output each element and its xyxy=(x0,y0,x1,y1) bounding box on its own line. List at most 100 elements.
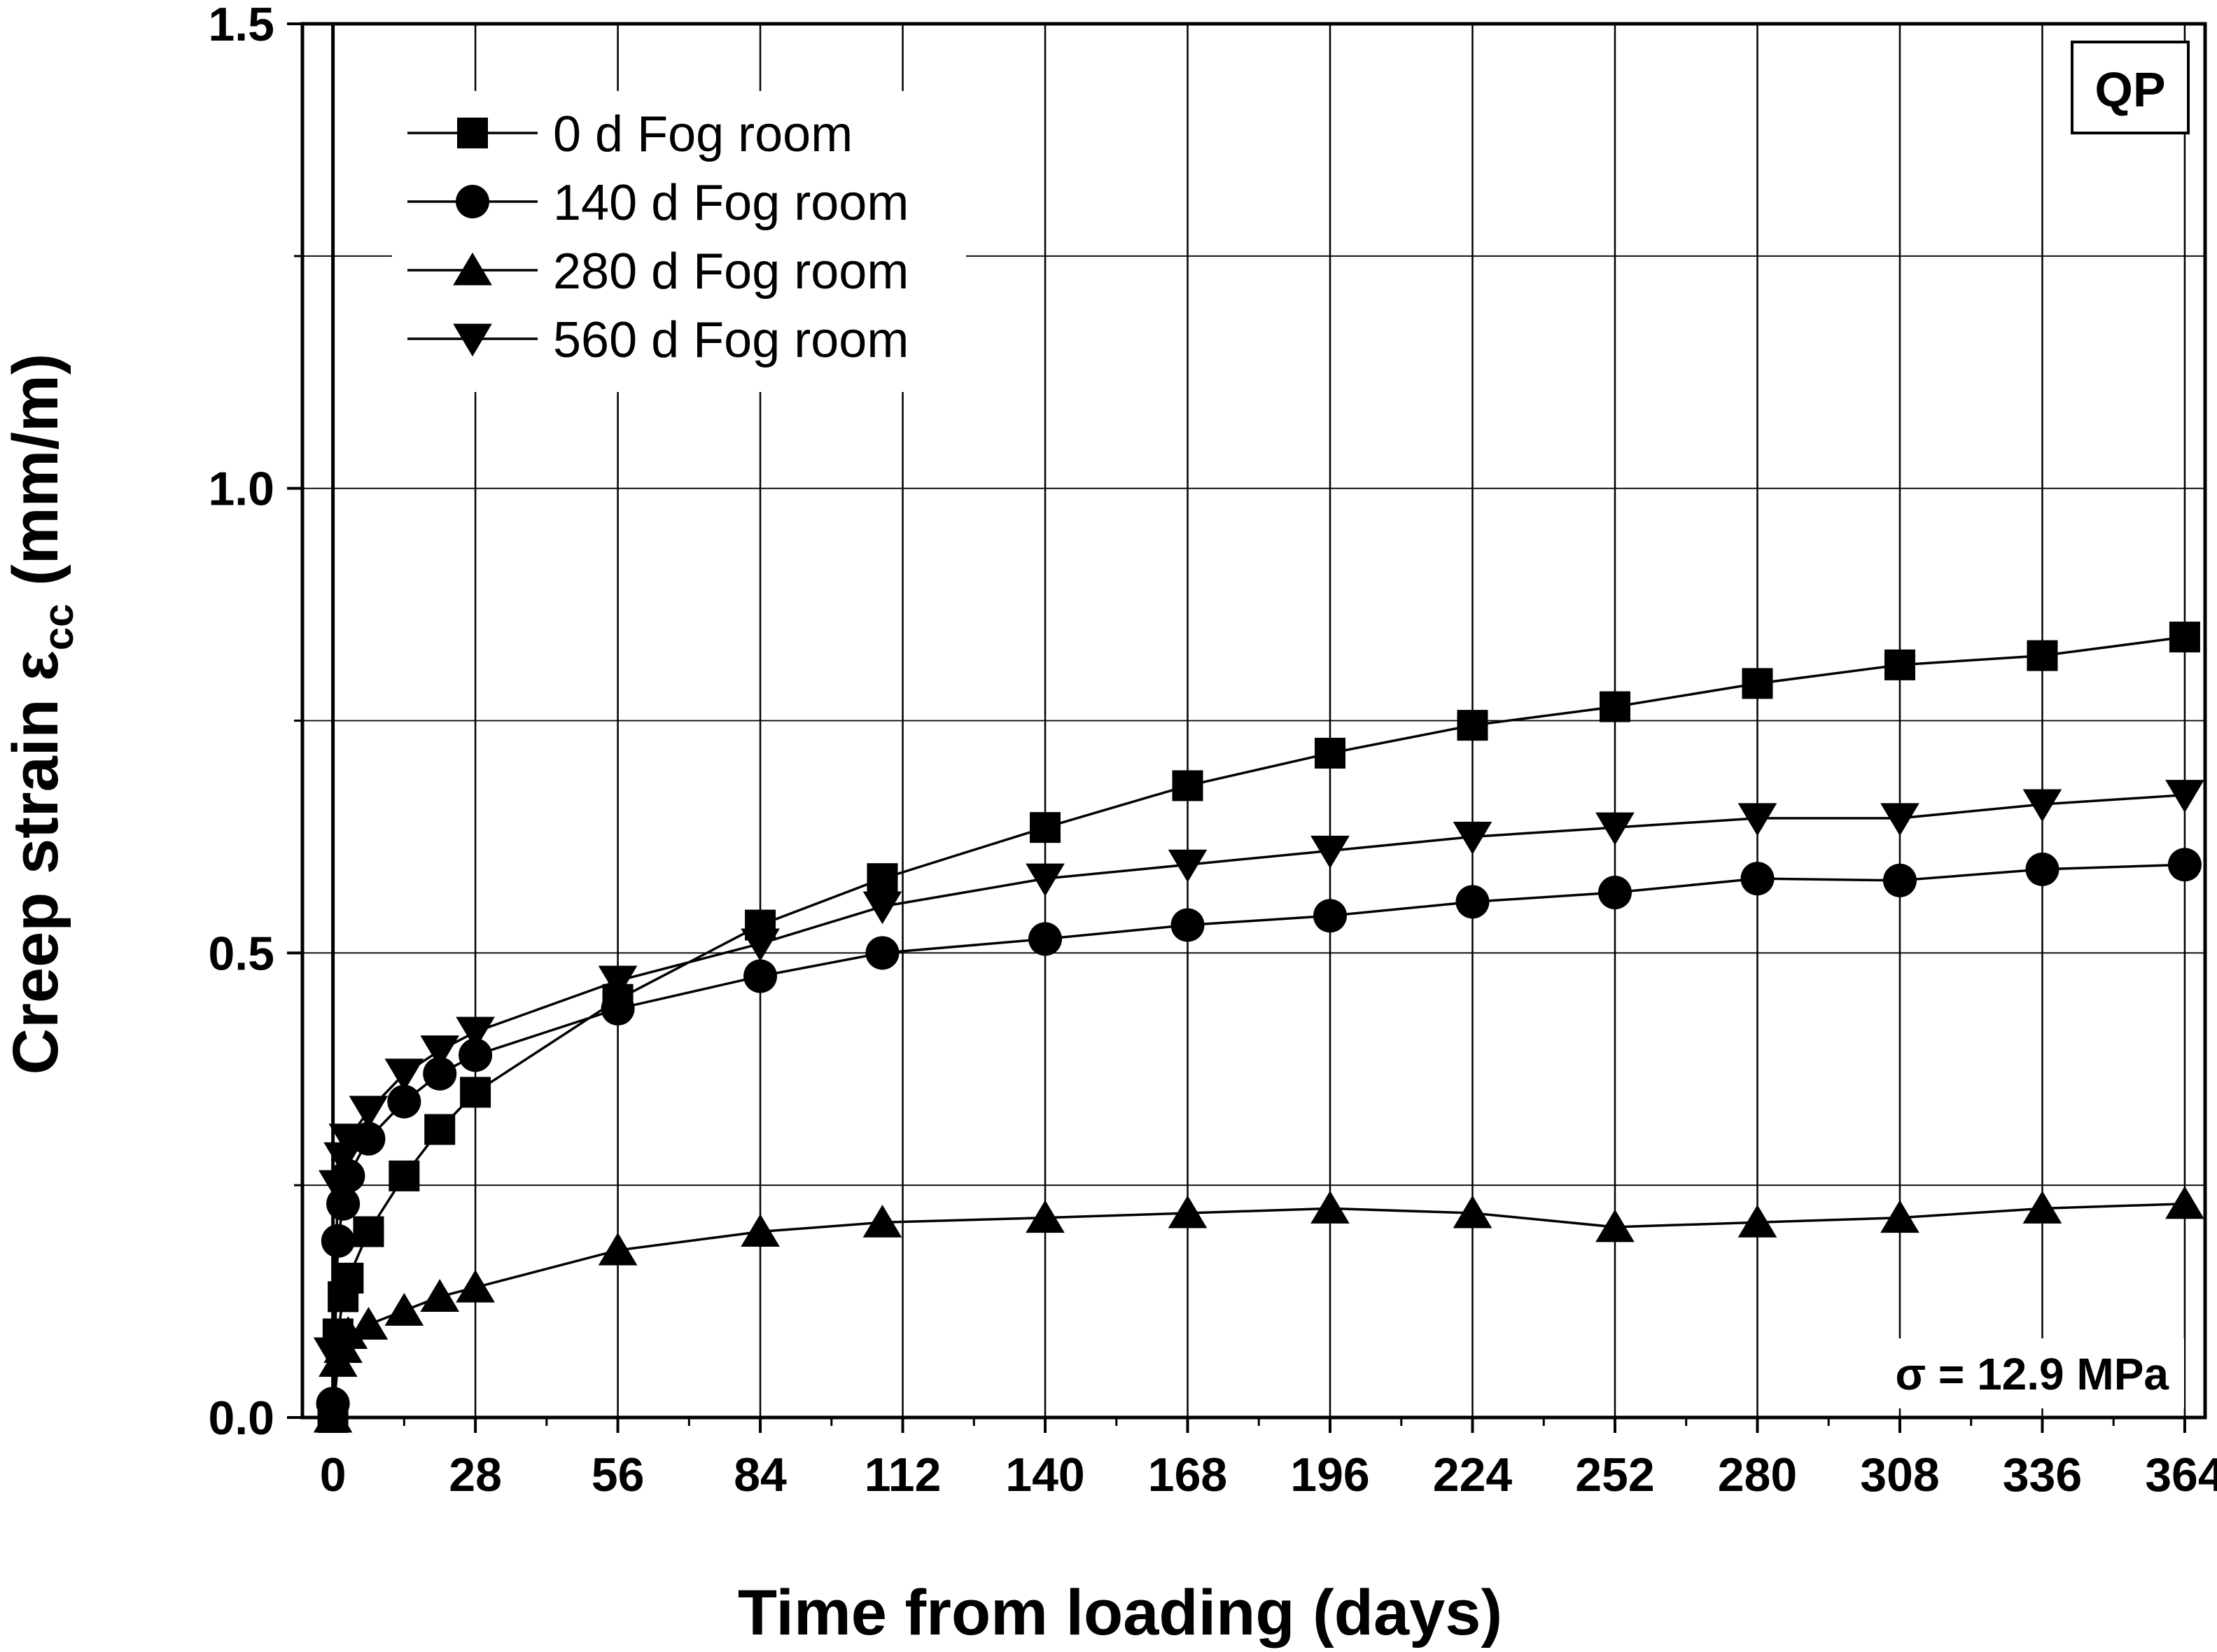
y-tick-label: 0.5 xyxy=(208,927,274,980)
series-1-point xyxy=(2025,852,2059,886)
series-3-point xyxy=(741,928,780,962)
series-3-point xyxy=(1310,835,1350,869)
series-1-point xyxy=(1740,862,1775,896)
series-3-point xyxy=(323,1142,363,1175)
series-2-point xyxy=(862,1204,902,1238)
series-3-point xyxy=(1595,812,1635,846)
series-1-point xyxy=(1028,922,1063,956)
series-2-point xyxy=(1026,1200,1065,1233)
series-3-point xyxy=(319,1170,358,1203)
series-2-point xyxy=(420,1279,460,1312)
legend-label: 280 d Fog room xyxy=(553,244,909,300)
series-2-point xyxy=(1453,1195,1492,1228)
series-1-point xyxy=(743,959,778,993)
series-0-point xyxy=(1884,649,1915,680)
x-tick-label: 224 xyxy=(1433,1448,1513,1502)
series-2-point xyxy=(1880,1200,1919,1233)
series-2-point xyxy=(1310,1191,1350,1224)
series-0-point xyxy=(353,1216,384,1247)
series-0-point xyxy=(389,1160,420,1191)
x-tick-label: 168 xyxy=(1148,1448,1227,1502)
y-axis-title-main: Creep strain ε xyxy=(0,650,71,1074)
series-0-point xyxy=(1030,812,1061,844)
legend: 0 d Fog room 140 d Fog room 280 d Fog room… xyxy=(392,91,966,392)
series-0-point xyxy=(424,1114,456,1145)
series-3-point xyxy=(862,891,902,925)
x-tick-label: 56 xyxy=(592,1448,645,1502)
x-tick-label: 84 xyxy=(734,1448,787,1502)
x-tick-label: 308 xyxy=(1860,1448,1939,1502)
series-1-point xyxy=(1597,876,1632,910)
series-2-point xyxy=(456,1269,495,1303)
legend-marker xyxy=(456,185,489,218)
x-tick-label: 112 xyxy=(865,1448,942,1502)
series-1-point xyxy=(865,936,900,970)
series-2-point xyxy=(741,1214,780,1247)
x-tick-label: 0 xyxy=(320,1448,347,1502)
series-3-point xyxy=(1880,803,1919,836)
x-axis-title: Time from loading (days) xyxy=(738,1577,1502,1648)
y-axis-title: Creep strain εcc (mm/m) xyxy=(0,354,82,1075)
series-2-point xyxy=(384,1293,424,1326)
x-tick-label: 252 xyxy=(1575,1448,1654,1502)
series-1-point xyxy=(387,1084,421,1119)
series-3-point xyxy=(598,965,638,999)
legend-label: 140 d Fog room xyxy=(553,175,909,231)
series-1-point xyxy=(321,1224,355,1258)
legend-label: 0 d Fog room xyxy=(553,106,853,162)
series-3-point xyxy=(1168,849,1208,883)
series-0-point xyxy=(2027,640,2058,671)
series-1-point xyxy=(423,1056,457,1091)
series-3-point xyxy=(1026,863,1065,897)
legend-marker xyxy=(453,323,492,357)
series-1-point xyxy=(1170,908,1205,942)
legend-label: 560 d Fog room xyxy=(553,312,909,368)
series-1-point xyxy=(1455,885,1490,919)
stress-annotation-bg xyxy=(1834,1338,2184,1408)
series-1-point xyxy=(459,1038,493,1072)
series-0-point xyxy=(2169,622,2200,653)
x-tick-label: 140 xyxy=(1005,1448,1084,1502)
series-2-point xyxy=(598,1232,638,1266)
series-2-point xyxy=(2165,1186,2204,1219)
series-markers xyxy=(313,622,2204,1433)
series-3-point xyxy=(420,1035,460,1069)
series-3-point xyxy=(328,1124,368,1157)
series-3-point xyxy=(2022,789,2062,822)
series-2-point xyxy=(1168,1195,1208,1228)
x-tick-label: 28 xyxy=(449,1448,502,1502)
panel-label-box xyxy=(2071,41,2190,134)
series-0-point xyxy=(1315,737,1346,769)
y-axis-title-unit: (mm/m) xyxy=(0,354,71,604)
series-3-point xyxy=(1453,821,1492,855)
y-axis-title-subscript: cc xyxy=(35,603,82,650)
series-0-point xyxy=(1742,668,1773,699)
series-0-point xyxy=(333,1262,364,1294)
x-tick-label: 336 xyxy=(2003,1448,2082,1502)
series-0-point xyxy=(460,1077,491,1108)
panel-label: QP xyxy=(2094,62,2165,117)
series-2-point xyxy=(1737,1204,1777,1238)
series-3-point xyxy=(456,1016,495,1050)
series-0-point xyxy=(867,863,898,895)
tick-labels: 0 28 56 84 112 140 168 196 224 252 280 308 336 364 0.0… xyxy=(208,0,2217,1502)
x-tick-label: 364 xyxy=(2145,1448,2217,1502)
series-1-point xyxy=(2167,848,2202,882)
series-1-point xyxy=(1882,863,1917,897)
series-1-point xyxy=(1313,899,1348,933)
series-3-point xyxy=(1737,803,1777,836)
series-3-point xyxy=(349,1096,389,1129)
series-2-point xyxy=(1595,1209,1635,1242)
series-3-point xyxy=(313,1337,353,1371)
series-0-point xyxy=(1457,710,1488,741)
y-tick-label: 1.0 xyxy=(208,463,274,516)
y-tick-label: 1.5 xyxy=(208,0,274,51)
x-tick-label: 196 xyxy=(1290,1448,1369,1502)
series-0-point xyxy=(1172,770,1203,802)
series-2-point xyxy=(2022,1191,2062,1224)
legend-marker xyxy=(453,252,492,286)
series-1-point xyxy=(601,991,635,1026)
stress-annotation: σ = 12.9 MPa xyxy=(1895,1349,2169,1399)
y-tick-label: 0.0 xyxy=(208,1392,274,1445)
x-tick-label: 280 xyxy=(1718,1448,1797,1502)
